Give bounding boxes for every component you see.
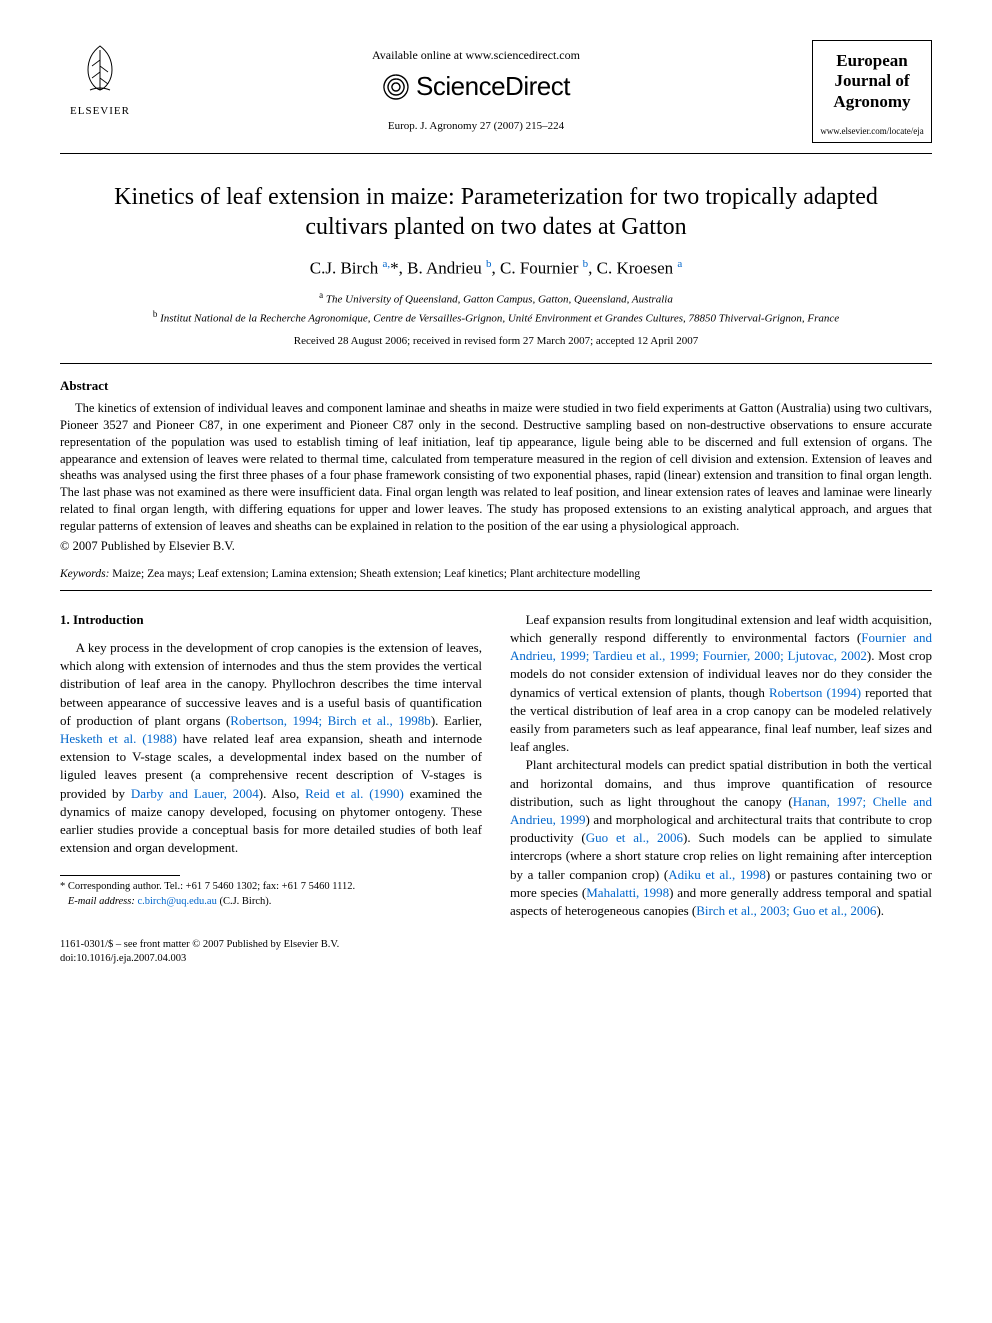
keywords-text: Maize; Zea mays; Leaf extension; Lamina …	[112, 568, 640, 580]
footer-front-matter: 1161-0301/$ – see front matter © 2007 Pu…	[60, 938, 932, 952]
reference-link[interactable]: Robertson (1994)	[769, 685, 861, 700]
keywords-label: Keywords:	[60, 568, 109, 580]
abstract-heading: Abstract	[60, 378, 932, 394]
affiliation-b: b Institut National de la Recherche Agro…	[60, 308, 932, 327]
reference-link[interactable]: Darby and Lauer, 2004	[131, 786, 259, 801]
authors-line: C.J. Birch a,*, B. Andrieu b, C. Fournie…	[60, 258, 932, 279]
right-paragraphs: Leaf expansion results from longitudinal…	[510, 611, 932, 920]
journal-reference: Europ. J. Agronomy 27 (2007) 215–224	[140, 120, 812, 132]
footnote-email-line: E-mail address: c.birch@uq.edu.au (C.J. …	[60, 895, 482, 909]
body-columns: 1. Introduction A key process in the dev…	[60, 611, 932, 920]
reference-link[interactable]: Reid et al. (1990)	[305, 786, 404, 801]
page-container: ELSEVIER Available online at www.science…	[0, 0, 992, 996]
elsevier-logo-block: ELSEVIER	[60, 40, 140, 117]
journal-title-box: European Journal of Agronomy www.elsevie…	[812, 40, 932, 143]
reference-link[interactable]: Hanan, 1997; Chelle and Andrieu, 1999	[510, 794, 932, 827]
sciencedirect-swirl-icon	[382, 73, 410, 101]
reference-link[interactable]: Mahalatti, 1998	[586, 885, 669, 900]
footnote-rule	[60, 875, 180, 876]
reference-link[interactable]: Birch et al., 2003; Guo et al., 2006	[696, 903, 876, 918]
footnote-email-who: (C.J. Birch).	[219, 896, 271, 907]
reference-link[interactable]: Guo et al., 2006	[586, 830, 683, 845]
rule-top	[60, 153, 932, 154]
reference-link[interactable]: Hesketh et al. (1988)	[60, 731, 177, 746]
left-paragraphs: A key process in the development of crop…	[60, 639, 482, 857]
reference-link[interactable]: Fournier and Andrieu, 1999; Tardieu et a…	[510, 630, 932, 663]
section-1-heading: 1. Introduction	[60, 611, 482, 629]
page-footer: 1161-0301/$ – see front matter © 2007 Pu…	[60, 938, 932, 966]
body-paragraph: A key process in the development of crop…	[60, 639, 482, 857]
footnote-email[interactable]: c.birch@uq.edu.au	[137, 896, 216, 907]
available-online-text: Available online at www.sciencedirect.co…	[140, 48, 812, 63]
right-column: Leaf expansion results from longitudinal…	[510, 611, 932, 920]
left-column: 1. Introduction A key process in the dev…	[60, 611, 482, 920]
abstract-body: The kinetics of extension of individual …	[60, 400, 932, 535]
journal-box-url[interactable]: www.elsevier.com/locate/eja	[819, 126, 925, 136]
elsevier-label: ELSEVIER	[60, 105, 140, 117]
affiliations: a The University of Queensland, Gatton C…	[60, 289, 932, 327]
body-paragraph: Leaf expansion results from longitudinal…	[510, 611, 932, 757]
article-title: Kinetics of leaf extension in maize: Par…	[100, 182, 892, 242]
sciencedirect-logo[interactable]: ScienceDirect	[382, 71, 570, 102]
body-paragraph: Plant architectural models can predict s…	[510, 756, 932, 920]
keywords-line: Keywords: Maize; Zea mays; Leaf extensio…	[60, 568, 932, 580]
journal-box-title: European Journal of Agronomy	[819, 51, 925, 112]
reference-link[interactable]: Adiku et al., 1998	[668, 867, 766, 882]
abstract-copyright: © 2007 Published by Elsevier B.V.	[60, 539, 932, 554]
sciencedirect-text: ScienceDirect	[416, 71, 570, 102]
footnote-email-label: E-mail address:	[68, 896, 135, 907]
reference-link[interactable]: Robertson, 1994; Birch et al., 1998b	[230, 713, 431, 728]
rule-after-dates	[60, 363, 932, 364]
header-center: Available online at www.sciencedirect.co…	[140, 40, 812, 132]
header-row: ELSEVIER Available online at www.science…	[60, 40, 932, 143]
rule-after-keywords	[60, 590, 932, 591]
affiliation-a: a The University of Queensland, Gatton C…	[60, 289, 932, 308]
corresponding-footnote: * Corresponding author. Tel.: +61 7 5460…	[60, 880, 482, 908]
footnote-corr: * Corresponding author. Tel.: +61 7 5460…	[60, 880, 482, 894]
footer-doi: doi:10.1016/j.eja.2007.04.003	[60, 952, 932, 966]
article-dates: Received 28 August 2006; received in rev…	[60, 335, 932, 347]
elsevier-tree-icon	[72, 40, 128, 96]
